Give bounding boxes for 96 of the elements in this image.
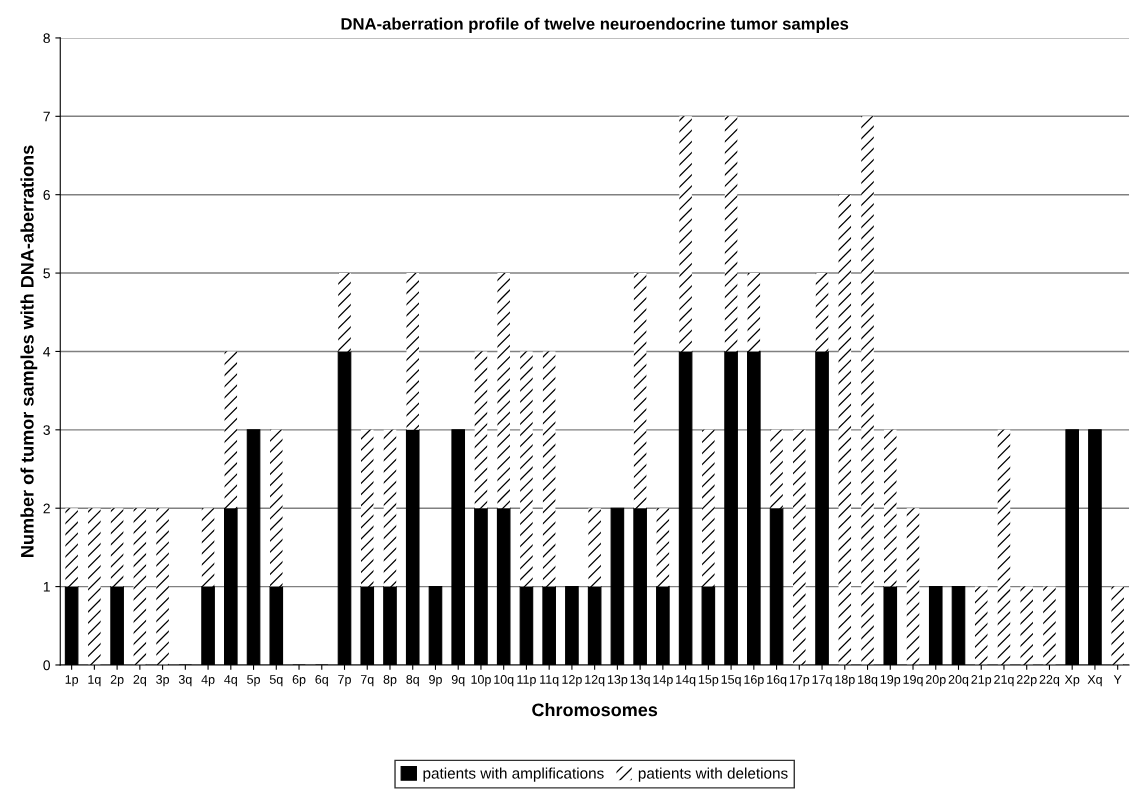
bar [679,116,692,352]
x-tick-label: 20p [925,675,946,687]
bar [406,273,419,430]
x-tick-label: 19q [903,675,923,687]
bar [110,508,124,587]
x-tick-label: 7p [338,675,351,687]
y-tick-label: 2 [43,503,50,514]
bar [224,351,238,509]
x-tick-label: 2q [133,675,146,687]
bar [338,273,351,352]
x-tick-label: 13p [607,675,628,687]
bar [884,429,897,587]
x-tick-label: 5p [247,675,260,687]
y-tick-label: 4 [43,346,51,357]
x-tick-label: 7q [360,675,374,687]
legend-label: patients with amplifications [423,767,604,782]
bar [88,508,101,665]
x-tick-label: 2p [110,675,124,687]
x-tick-label: 3q [178,675,192,687]
bar [65,508,78,587]
x-tick-label: 14q [676,675,696,687]
bar [383,429,397,587]
x-tick-label: 1q [88,675,101,687]
bar [997,429,1011,665]
x-tick-label: 8p [383,675,397,687]
bar [906,508,920,665]
legend-label: patients with deletions [638,767,788,782]
bar [747,273,761,352]
x-tick-label: 11q [540,675,559,687]
x-tick-label: 8q [406,675,419,687]
x-tick-label: 10p [471,675,491,687]
x-tick-label: 10q [494,675,514,687]
x-tick-label: 18q [858,675,878,687]
x-tick-label: 17q [812,675,832,687]
x-tick-label: 21q [994,675,1014,687]
bar [270,429,283,587]
bar [474,351,488,509]
y-tick-label: 5 [43,268,50,279]
x-tick-label: 5q [269,675,283,687]
x-tick-label: 17p [789,675,810,687]
y-tick-label: 0 [43,660,50,671]
bar [1020,586,1033,665]
bar [861,116,874,665]
chart-title: DNA-aberration profile of twelve neuroendocrine tumor samples [341,17,849,34]
x-tick-label: 6p [292,675,306,687]
bar [656,508,670,587]
x-tick-label: 19p [880,675,901,687]
bar [201,508,215,587]
bar [156,508,169,665]
bar [770,429,783,509]
bar [133,508,147,665]
bar [838,194,852,665]
y-axis-title: Number of tumor samples with DNA-aberrations [20,145,38,557]
bar [1111,586,1124,665]
bar [588,508,601,587]
y-tick-label: 7 [43,111,50,122]
bar [542,351,556,587]
x-tick-label: 16q [767,675,787,687]
bar [633,273,647,509]
x-tick-label: 18p [835,675,855,687]
x-tick-label: 3p [156,675,170,687]
y-tick-label: 8 [43,33,50,44]
y-tick-label: 3 [43,425,50,435]
x-tick-label: 12q [585,675,605,687]
y-tick-label: 1 [43,582,50,592]
x-tick-label: 20q [948,675,969,687]
bar [520,351,533,587]
x-tick-label: 4q [224,675,237,687]
bar [497,273,510,509]
x-tick-label: Y [1113,675,1122,684]
x-tick-label: 15p [698,675,719,687]
bar [702,429,715,587]
x-tick-label: 11p [517,675,536,687]
bar [815,273,829,352]
x-tick-label: 21p [971,675,992,687]
x-tick-label: Xq [1087,675,1102,687]
x-tick-label: 22p [1016,675,1037,687]
x-tick-label: 22q [1039,675,1060,687]
bar [361,429,374,587]
x-axis-title: Chromosomes [532,703,658,717]
x-tick-label: Xp [1064,675,1080,687]
x-tick-label: 9p [429,675,442,687]
y-tick-label: 6 [43,190,50,200]
x-tick-label: 12p [562,675,582,687]
x-tick-label: 6q [315,675,328,687]
x-tick-label: 15q [721,675,741,687]
x-tick-label: 14p [653,675,673,687]
bar [1043,586,1056,665]
bar [724,116,738,352]
bar [793,429,806,665]
x-tick-label: 13q [630,675,650,687]
x-tick-label: 9q [451,675,465,687]
bar [974,586,988,665]
x-tick-label: 4p [201,675,215,687]
x-tick-label: 16p [744,675,764,687]
x-tick-label: 1p [65,675,79,687]
